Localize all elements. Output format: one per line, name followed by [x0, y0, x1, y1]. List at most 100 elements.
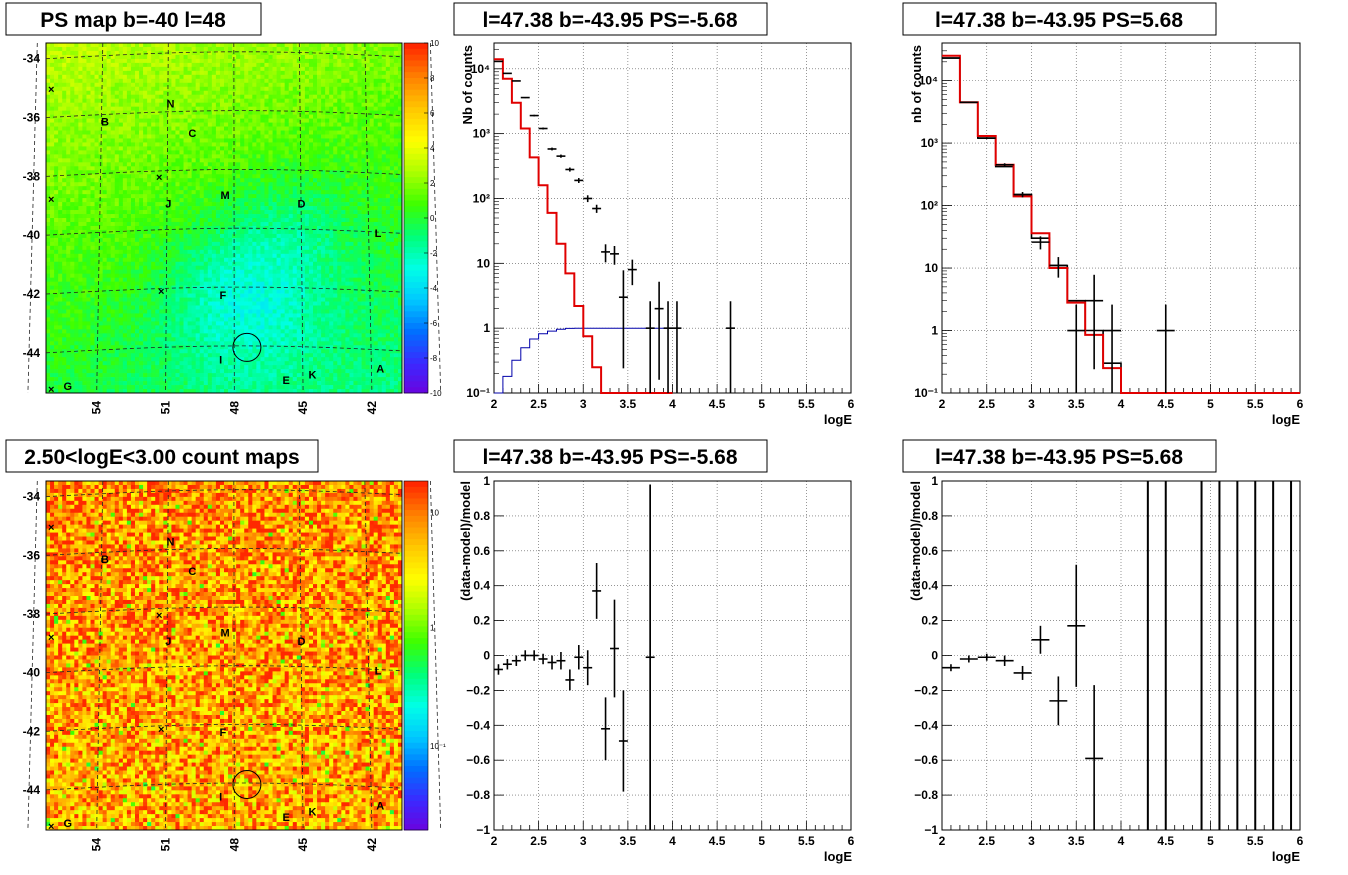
- psmap-cell: [215, 194, 221, 199]
- psmap-cell: [139, 130, 144, 135]
- psmap-cell: [46, 237, 51, 243]
- psmap-cell: [130, 154, 136, 159]
- psmap-cell: [240, 58, 245, 64]
- psmap-cell: [256, 142, 261, 147]
- psmap-cell: [122, 241, 128, 247]
- psmap-cell: [110, 90, 116, 96]
- psmap-cell: [74, 210, 79, 215]
- psmap-cell: [50, 166, 55, 171]
- psmap-cell: [228, 174, 233, 179]
- psmap-cell: [215, 293, 221, 298]
- psmap-cell: [171, 102, 176, 107]
- psmap-cell: [268, 221, 273, 227]
- psmap-cell: [167, 325, 172, 330]
- psmap-cell: [256, 389, 261, 394]
- psmap-cell: [191, 43, 197, 48]
- psmap-cell: [207, 381, 213, 386]
- psmap-cell: [236, 70, 241, 76]
- psmap-cell: [264, 357, 269, 362]
- psmap-cell: [167, 385, 172, 390]
- psmap-cell: [118, 102, 124, 107]
- psmap-cell: [199, 229, 205, 235]
- psmap-cell: [126, 218, 132, 223]
- psmap-cell: [78, 98, 83, 104]
- psmap-cell: [122, 361, 128, 366]
- psmap-cell: [130, 285, 136, 290]
- psmap-cell: [130, 82, 136, 88]
- psmap-cell: [171, 305, 176, 310]
- psmap-cell: [171, 126, 176, 131]
- psmap-cell: [98, 249, 103, 255]
- psmap-cell: [211, 146, 217, 151]
- psmap-cell: [126, 198, 132, 203]
- psmap-cell: [130, 218, 136, 223]
- psmap-cell: [155, 218, 160, 223]
- psmap-cell: [102, 214, 108, 219]
- psmap-cell: [191, 190, 197, 195]
- psmap-cell: [183, 237, 188, 243]
- psmap-cell: [110, 78, 116, 84]
- psmap-cell: [110, 329, 116, 334]
- psmap-cell: [236, 293, 241, 298]
- psmap-cell: [110, 106, 116, 111]
- psmap-cell: [268, 166, 273, 171]
- psmap-cell: [151, 249, 156, 255]
- psmap-cell: [122, 130, 128, 135]
- psmap-cell: [102, 198, 108, 203]
- psmap-cell: [70, 106, 75, 111]
- psmap-cell: [143, 297, 148, 302]
- psmap-cell: [236, 146, 241, 151]
- psmap-cell: [187, 317, 192, 322]
- psmap-cell: [207, 245, 213, 251]
- psmap-cell: [94, 178, 99, 183]
- psmap-cell: [139, 225, 144, 231]
- psmap-cell: [203, 174, 209, 179]
- psmap-cell: [175, 122, 180, 127]
- psmap-cell: [167, 321, 172, 326]
- psmap-cell: [163, 170, 168, 175]
- psmap-cell: [219, 229, 225, 235]
- psmap-cell: [135, 206, 140, 211]
- psmap-cell: [70, 150, 75, 155]
- psmap-cell: [215, 257, 221, 263]
- psmap-cell: [54, 154, 59, 159]
- psmap-cell: [110, 190, 116, 195]
- psmap-cell: [110, 293, 116, 298]
- psmap-cell: [244, 170, 249, 175]
- psmap-cell: [211, 186, 217, 191]
- psmap-cell: [70, 341, 75, 346]
- psmap-cell: [114, 46, 120, 52]
- psmap-cell: [106, 381, 112, 386]
- psmap-cell: [114, 198, 120, 203]
- psmap-cell: [191, 78, 197, 84]
- psmap-cell: [46, 218, 51, 223]
- psmap-cell: [82, 241, 87, 247]
- psmap-cell: [94, 261, 99, 267]
- psmap-cell: [272, 154, 277, 159]
- psmap-cell: [248, 361, 253, 366]
- psmap-cell: [46, 206, 51, 211]
- psmap-cell: [179, 345, 184, 350]
- psmap-cell: [228, 210, 233, 215]
- psmap-cell: [207, 46, 213, 52]
- psmap-cell: [46, 273, 51, 279]
- psmap-cell: [228, 162, 233, 167]
- psmap-cell: [171, 341, 176, 346]
- psmap-cell: [252, 194, 257, 199]
- psmap-cell: [248, 110, 253, 115]
- psmap-cell: [54, 54, 59, 60]
- psmap-cell: [62, 337, 67, 342]
- psmap-cell: [130, 118, 136, 123]
- psmap-cell: [179, 106, 184, 111]
- psmap-cell: [94, 90, 99, 96]
- psmap-cell: [122, 337, 128, 342]
- psmap-cell: [215, 277, 221, 282]
- psmap-cell: [66, 134, 71, 139]
- psmap-cell: [195, 357, 201, 362]
- psmap-cell: [143, 178, 148, 183]
- psmap-cell: [179, 361, 184, 366]
- psmap-cell: [143, 373, 148, 378]
- psmap-cell: [143, 233, 148, 239]
- psmap-cell: [191, 114, 197, 119]
- psmap-cell: [139, 249, 144, 255]
